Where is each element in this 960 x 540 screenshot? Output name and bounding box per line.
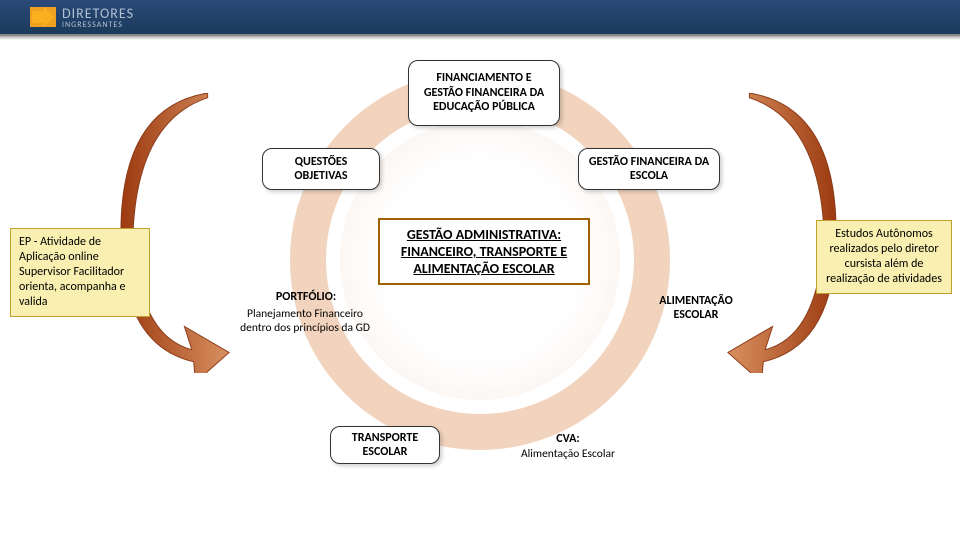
node-cva-sub-label: Alimentação Escolar: [521, 448, 615, 462]
center-title-box: GESTÃO ADMINISTRATIVA: FINANCEIRO, TRANS…: [378, 218, 590, 285]
node-alimentacao-label: ALIMENTAÇÃO ESCOLAR: [648, 294, 744, 323]
brand-text: DIRETORES INGRESSANTES: [62, 5, 134, 30]
arrow-icon: [30, 7, 56, 27]
node-cva-sub: Alimentação Escolar: [498, 444, 638, 466]
node-transporte: TRANSPORTE ESCOLAR: [330, 426, 440, 464]
brand-logo: DIRETORES INGRESSANTES: [30, 5, 134, 30]
node-upper-right-label: GESTÃO FINANCEIRA DA ESCOLA: [587, 155, 711, 184]
node-portfolio-title-label: PORTFÓLIO:: [276, 290, 336, 304]
node-top: FINANCIAMENTO E GESTÃO FINANCEIRA DA EDU…: [408, 60, 560, 126]
node-portfolio-sub-label: Planejamento Financeiro dentro dos princ…: [238, 308, 372, 336]
brand-line1: DIRETORES: [62, 5, 134, 22]
node-portfolio-sub: Planejamento Financeiro dentro dos princ…: [230, 304, 380, 340]
node-upper-right: GESTÃO FINANCEIRA DA ESCOLA: [578, 148, 720, 190]
side-box-right: Estudos Autônomos realizados pelo direto…: [816, 220, 952, 294]
side-box-left: EP - Atividade de Aplicação online Super…: [10, 228, 150, 317]
node-transporte-label: TRANSPORTE ESCOLAR: [339, 431, 431, 460]
center-title-text: GESTÃO ADMINISTRATIVA: FINANCEIRO, TRANS…: [401, 226, 567, 277]
header-bar: DIRETORES INGRESSANTES: [0, 0, 960, 36]
header-shadow: [0, 36, 960, 40]
diagram-canvas: FINANCIAMENTO E GESTÃO FINANCEIRA DA EDU…: [0, 48, 960, 540]
node-upper-left: QUESTÕES OBJETIVAS: [262, 148, 380, 190]
node-top-label: FINANCIAMENTO E GESTÃO FINANCEIRA DA EDU…: [417, 71, 551, 114]
side-box-right-text: Estudos Autônomos realizados pelo direto…: [826, 227, 942, 286]
node-alimentacao: ALIMENTAÇÃO ESCOLAR: [640, 290, 752, 327]
side-box-left-text: EP - Atividade de Aplicação online Super…: [19, 235, 126, 309]
node-upper-left-label: QUESTÕES OBJETIVAS: [271, 155, 371, 184]
